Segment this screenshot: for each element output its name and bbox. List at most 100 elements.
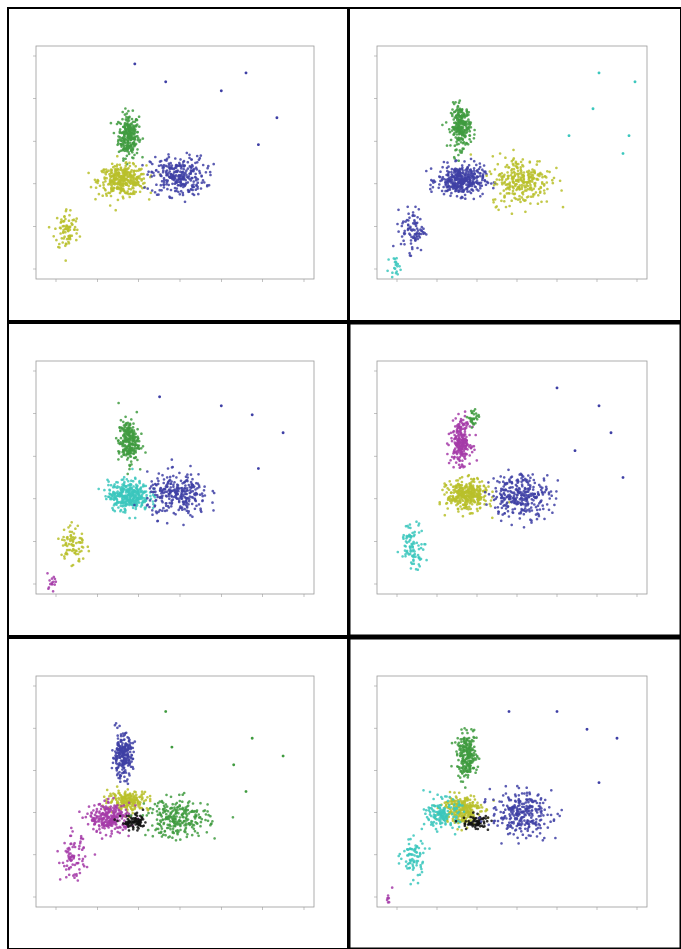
scatter-point bbox=[504, 205, 508, 209]
scatter-point bbox=[451, 430, 455, 434]
scatter-point bbox=[499, 475, 503, 478]
scatter-point bbox=[104, 495, 107, 498]
scatter-point bbox=[468, 491, 472, 494]
scatter-point bbox=[119, 811, 122, 815]
scatter-point bbox=[453, 175, 456, 179]
scatter-point bbox=[477, 495, 481, 499]
scatter-point bbox=[77, 557, 81, 561]
scatter-point bbox=[516, 502, 519, 505]
scatter-point bbox=[128, 487, 131, 491]
scatter-point bbox=[79, 840, 82, 843]
scatter-point bbox=[414, 239, 417, 242]
scatter-point bbox=[118, 500, 121, 504]
scatter-point bbox=[508, 188, 511, 191]
scatter-point bbox=[469, 157, 473, 161]
scatter-point bbox=[534, 513, 538, 516]
scatter-point bbox=[102, 795, 106, 798]
scatter-point bbox=[138, 184, 142, 188]
scatter-point bbox=[127, 428, 130, 431]
scatter-point bbox=[105, 176, 108, 180]
scatter-point bbox=[190, 502, 194, 506]
scatter-point bbox=[46, 572, 49, 575]
scatter-point bbox=[535, 495, 538, 499]
scatter-point bbox=[135, 123, 139, 126]
scatter-point bbox=[123, 130, 127, 133]
scatter-point bbox=[165, 183, 168, 186]
scatter-point bbox=[463, 503, 467, 507]
scatter-point bbox=[464, 447, 467, 450]
scatter-point bbox=[409, 225, 412, 229]
scatter-point bbox=[522, 171, 526, 174]
scatter-point bbox=[159, 159, 163, 163]
scatter-point bbox=[104, 805, 108, 808]
scatter-point bbox=[455, 127, 458, 131]
scatter-point bbox=[55, 216, 59, 220]
scatter-point bbox=[519, 166, 522, 169]
scatter-point bbox=[478, 506, 482, 510]
scatter-point bbox=[621, 476, 625, 479]
scatter-point bbox=[475, 163, 478, 167]
scatter-point bbox=[120, 145, 123, 148]
scatter-point bbox=[555, 166, 558, 170]
scatter-point bbox=[404, 545, 408, 548]
scatter-point bbox=[558, 179, 562, 183]
scatter-point bbox=[514, 164, 518, 168]
scatter-point bbox=[438, 175, 442, 179]
scatter-point bbox=[162, 491, 165, 495]
scatter-point bbox=[135, 131, 139, 134]
scatter-point bbox=[257, 467, 260, 470]
scatter-point bbox=[597, 71, 601, 75]
scatter-point bbox=[483, 494, 487, 498]
scatter-point bbox=[413, 228, 416, 232]
scatter-point bbox=[131, 109, 135, 112]
scatter-point bbox=[64, 217, 67, 221]
scatter-point bbox=[461, 188, 465, 192]
scatter-point bbox=[117, 450, 120, 453]
scatter-point bbox=[137, 493, 140, 497]
scatter-point bbox=[66, 850, 70, 853]
scatter-point bbox=[71, 540, 75, 544]
scatter-point bbox=[444, 483, 448, 487]
scatter-point bbox=[609, 431, 613, 435]
scatter-point bbox=[457, 497, 461, 500]
scatter-point bbox=[117, 812, 120, 815]
scatter-point bbox=[513, 192, 517, 195]
scatter-point bbox=[124, 484, 128, 488]
scatter-point bbox=[183, 200, 187, 204]
scatter-point bbox=[127, 834, 130, 838]
scatter-point bbox=[471, 512, 474, 515]
scatter-point bbox=[102, 186, 105, 189]
scatter-point bbox=[100, 819, 104, 823]
scatter-point bbox=[150, 480, 153, 483]
scatter-point bbox=[536, 202, 540, 205]
scatter-point bbox=[461, 435, 464, 439]
scatter-point bbox=[457, 136, 461, 140]
scatter-point bbox=[184, 484, 187, 487]
scatter-point bbox=[473, 133, 476, 136]
scatter-point bbox=[493, 506, 497, 510]
scatter-point bbox=[110, 162, 114, 166]
scatter-point bbox=[467, 175, 470, 179]
scatter-point bbox=[107, 480, 110, 483]
scatter-point bbox=[119, 488, 123, 491]
scatter-point bbox=[206, 166, 209, 170]
scatter-point bbox=[450, 455, 454, 459]
scatter-point bbox=[181, 163, 184, 166]
scatter-point bbox=[454, 189, 457, 193]
scatter-point bbox=[192, 168, 195, 172]
scatter-point bbox=[141, 814, 145, 817]
scatter-point bbox=[473, 128, 476, 132]
scatter-point bbox=[515, 172, 519, 176]
scatter-point bbox=[104, 172, 108, 176]
scatter-point bbox=[149, 191, 153, 195]
scatter-point bbox=[417, 232, 421, 235]
scatter-point bbox=[404, 553, 407, 556]
scatter-point bbox=[455, 140, 458, 144]
scatter-point bbox=[59, 232, 62, 235]
scatter-point bbox=[481, 192, 484, 196]
scatter-point bbox=[112, 796, 115, 800]
scatter-point bbox=[441, 488, 444, 492]
scatter-point bbox=[67, 866, 71, 870]
scatter-point bbox=[175, 164, 178, 168]
scatter-point bbox=[504, 483, 507, 486]
